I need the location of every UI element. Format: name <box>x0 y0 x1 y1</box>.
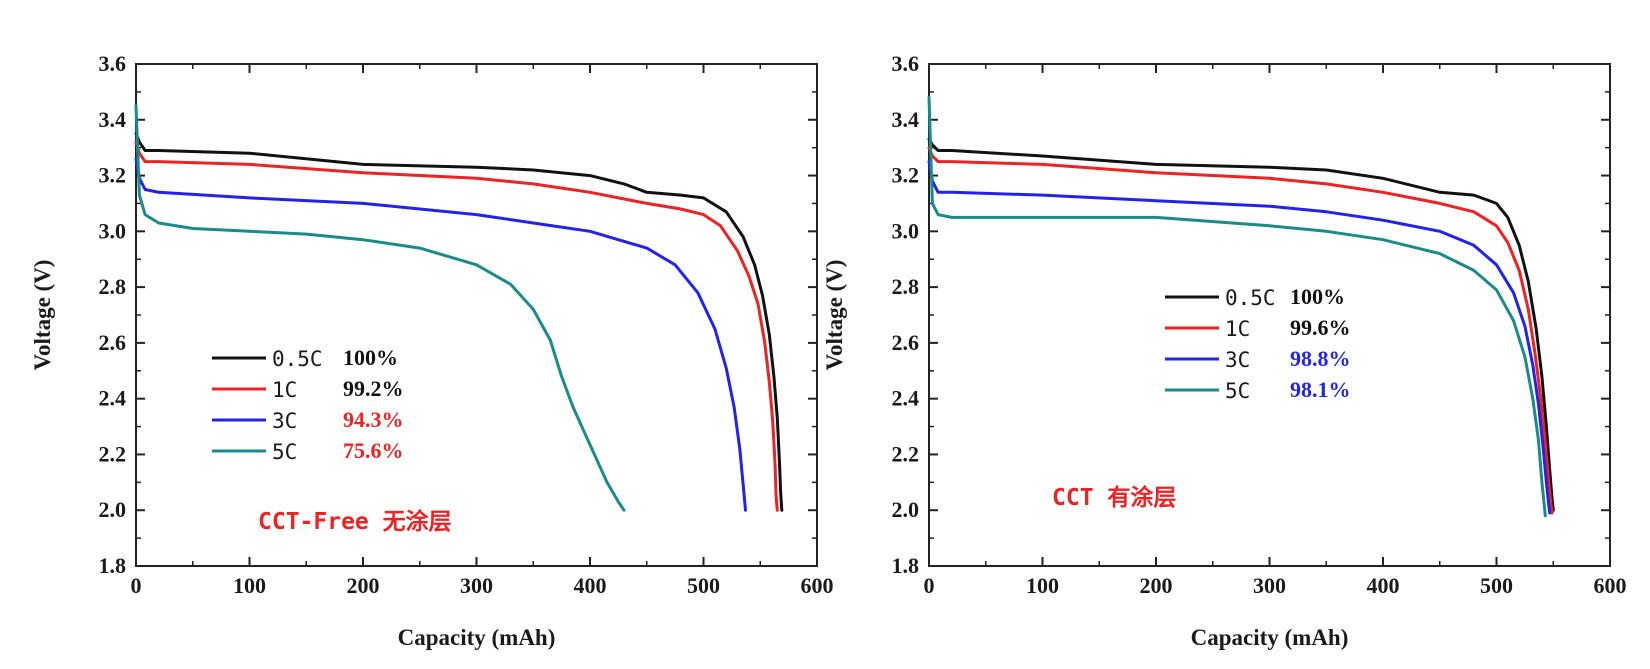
legend-percent: 100% <box>1290 284 1345 309</box>
y-tick-label: 3.2 <box>99 163 127 188</box>
legend-label: 3C <box>272 409 297 433</box>
legend-percent: 99.6% <box>1290 315 1351 340</box>
y-tick-label: 2.4 <box>99 386 127 411</box>
y-tick-label: 3.4 <box>892 107 920 132</box>
y-tick-label: 2.0 <box>99 497 127 522</box>
y-tick-label: 2.4 <box>892 386 920 411</box>
y-axis: 1.8 2.0 2.2 2.4 2.6 2.8 3.0 3.2 3.4 3.6 <box>99 51 817 578</box>
legend-percent: 99.2% <box>343 376 404 401</box>
legend: 0.5C 100% 1C 99.2% 3C 94.3% 5C 75.6% <box>212 345 404 464</box>
plot-frame <box>928 63 1611 567</box>
x-tick-label: 400 <box>1367 573 1400 598</box>
legend-label: 1C <box>272 378 297 402</box>
y-axis: 1.8 2.0 2.2 2.4 2.6 2.8 3.0 3.2 3.4 3.6 <box>892 51 1610 578</box>
legend: 0.5C 100% 1C 99.6% 3C 98.8% 5C 98.1% <box>1165 284 1351 403</box>
series-line-1C <box>927 146 1554 515</box>
series-line-3C <box>927 160 1552 515</box>
x-tick-label: 200 <box>1140 573 1173 598</box>
y-tick-label: 3.0 <box>99 218 127 243</box>
legend-percent: 75.6% <box>343 438 404 463</box>
y-tick-label: 3.2 <box>892 163 920 188</box>
x-tick-label: 400 <box>574 573 607 598</box>
series-line-5C <box>134 104 626 512</box>
series-group <box>927 96 1555 518</box>
y-tick-label: 2.6 <box>892 330 920 355</box>
y-tick-label: 2.0 <box>892 497 920 522</box>
y-tick-label: 1.8 <box>892 553 920 578</box>
x-axis: 0 100 200 300 400 500 600 <box>924 64 1627 598</box>
y-tick-label: 2.8 <box>99 274 127 299</box>
legend-label: 0.5C <box>1225 286 1276 310</box>
legend-percent: 98.8% <box>1290 346 1351 371</box>
x-axis-title: Capacity (mAh) <box>398 625 556 650</box>
legend-label: 3C <box>1225 348 1250 372</box>
panel-annotation: CCT 有涂层 <box>1052 484 1176 511</box>
y-tick-label: 3.0 <box>892 218 920 243</box>
x-tick-label: 600 <box>801 573 834 598</box>
plot-frame <box>135 63 818 567</box>
y-tick-label: 2.2 <box>99 441 127 466</box>
x-axis-title: Capacity (mAh) <box>1191 625 1349 650</box>
series-line-1C <box>134 140 779 512</box>
series-line-0.5C <box>927 137 1555 512</box>
y-tick-label: 2.8 <box>892 274 920 299</box>
x-axis: 0 100 200 300 400 500 600 <box>131 64 834 598</box>
x-tick-label: 600 <box>1594 573 1627 598</box>
x-tick-label: 500 <box>1480 573 1513 598</box>
y-tick-label: 2.6 <box>99 330 127 355</box>
series-group <box>134 104 784 512</box>
y-tick-label: 3.4 <box>99 107 127 132</box>
x-tick-label: 0 <box>131 573 142 598</box>
x-tick-label: 200 <box>347 573 380 598</box>
x-tick-label: 0 <box>924 573 935 598</box>
legend-label: 0.5C <box>272 347 323 371</box>
x-tick-label: 300 <box>1253 573 1286 598</box>
legend-percent: 100% <box>343 345 398 370</box>
legend-label: 1C <box>1225 317 1250 341</box>
chart-panel-1: 0 100 200 300 400 500 600 1.8 2.0 2.2 2.4 2.6 2.8 3.0… <box>30 51 834 650</box>
y-tick-label: 3.6 <box>892 51 920 76</box>
series-line-0.5C <box>134 132 784 512</box>
panel-annotation: CCT-Free 无涂层 <box>258 508 452 535</box>
legend-label: 5C <box>272 440 297 464</box>
legend-percent: 94.3% <box>343 407 404 432</box>
legend-percent: 98.1% <box>1290 377 1351 402</box>
x-tick-label: 300 <box>460 573 493 598</box>
y-axis-title: Voltage (V) <box>30 260 55 371</box>
chart-panel-2: 0 100 200 300 400 500 600 1.8 2.0 2.2 2.4 2.6 2.8 3.0… <box>822 51 1627 650</box>
legend-label: 5C <box>1225 379 1250 403</box>
y-tick-label: 2.2 <box>892 441 920 466</box>
x-tick-label: 100 <box>233 573 266 598</box>
y-axis-title: Voltage (V) <box>822 260 847 371</box>
series-line-3C <box>134 157 747 512</box>
x-tick-label: 100 <box>1026 573 1059 598</box>
series-line-5C <box>927 96 1547 518</box>
y-tick-label: 1.8 <box>99 553 127 578</box>
y-tick-label: 3.6 <box>99 51 127 76</box>
x-tick-label: 500 <box>687 573 720 598</box>
